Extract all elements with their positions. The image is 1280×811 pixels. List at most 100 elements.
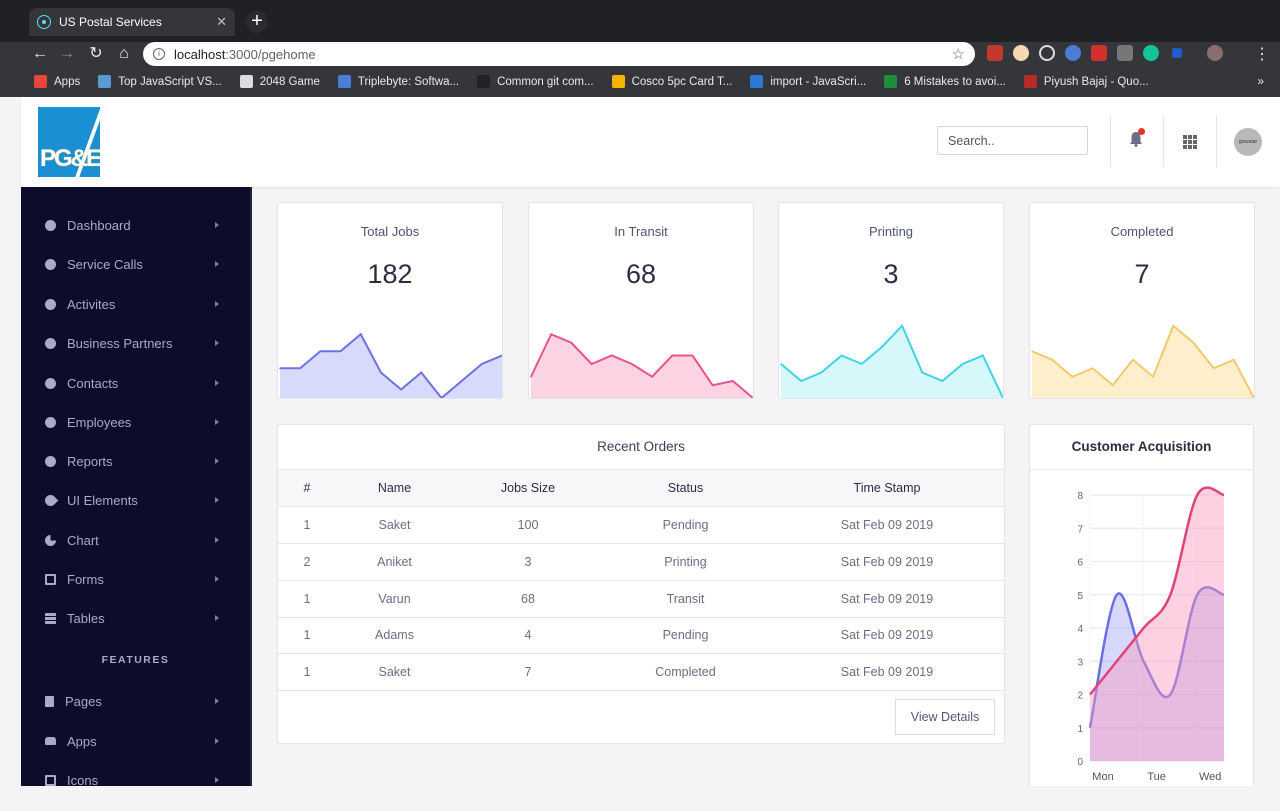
view-details-button[interactable]: View Details [895,699,995,735]
table-cell: Saket [378,665,411,679]
extension-icon[interactable] [1117,45,1133,61]
search-input[interactable] [937,126,1088,155]
stat-card-completed: Completed 7 [1029,202,1255,399]
notification-bell-icon[interactable] [1129,131,1143,147]
bookmark-label: 6 Mistakes to avoi... [904,75,1006,88]
sidebar-item-service-calls[interactable]: Service Calls [21,249,250,279]
sidebar-item-forms[interactable]: Forms [21,564,250,594]
sparkline-area [280,334,502,398]
close-tab-icon[interactable]: ✕ [216,14,227,29]
browser-menu-icon[interactable]: ⋮ [1254,46,1270,63]
extension-icon[interactable] [1172,48,1182,58]
bookmark-label: Common git com... [497,75,594,88]
stat-title: Total Jobs [360,224,420,239]
browser-tab[interactable]: US Postal Services ✕ [29,8,235,36]
bookmark-icon [884,75,898,88]
sparkline-line [530,332,753,398]
bookmark-item[interactable]: import - JavaScri... [750,75,866,88]
table-row[interactable]: 1 Adams 4 Pending Sat Feb 09 2019 [278,617,1004,654]
sidebar-item-activites[interactable]: Activites [21,289,250,319]
sparkline-chart [1031,324,1254,398]
column-header[interactable]: Jobs Size [500,481,556,495]
sidebar-item-apps[interactable]: Apps [21,726,250,756]
bookmark-item[interactable]: Top JavaScript VS... [98,75,222,88]
apps-grid-icon[interactable] [1183,135,1197,149]
table-cell: 7 [524,665,532,679]
sparkline-area [781,325,1003,398]
stat-card-printing: Printing 3 [778,202,1004,399]
column-header[interactable]: Status [667,481,704,495]
sparkline-chart [279,332,502,398]
sidebar-item-employees[interactable]: Employees [21,407,250,437]
sparkline-point [840,354,843,357]
extension-icon[interactable] [1039,45,1055,61]
bookmark-label: Piyush Bajaj - Quo... [1043,75,1149,88]
sidebar-item-business-partners[interactable]: Business Partners [21,328,250,358]
column-header[interactable]: Name [377,481,412,495]
sidebar-item-label: Business Partners [67,335,173,351]
sidebar-item-contacts[interactable]: Contacts [21,368,250,398]
extension-icon[interactable] [1013,45,1029,61]
stat-title: In Transit [614,224,668,239]
sidebar-item-icons[interactable]: Icons [21,765,250,786]
bookmark-item[interactable]: 2048 Game [239,75,320,88]
user-avatar[interactable]: gravatar [1234,128,1262,156]
bookmark-item[interactable]: 6 Mistakes to avoi... [884,75,1006,88]
column-header[interactable]: # [303,481,311,495]
sparkline-point [982,354,984,357]
extension-icon[interactable] [987,45,1003,61]
form-icon [45,573,56,585]
reload-icon[interactable]: ↻ [89,45,103,62]
x-tick-label: Mon [1092,771,1113,783]
table-row[interactable]: 1 Varun 68 Transit Sat Feb 09 2019 [278,581,1004,618]
sparkline-point [1091,367,1094,370]
sidebar-item-pages[interactable]: Pages [21,686,250,716]
caret-right-icon [215,222,219,228]
table-cell: Completed [655,665,716,679]
forward-arrow-icon[interactable]: → [59,45,75,62]
y-tick-label: 2 [1077,691,1083,702]
extension-icon[interactable] [1091,45,1107,61]
series-line [1089,486,1225,696]
table-cell: 1 [303,592,311,606]
sidebar-item-reports[interactable]: Reports [21,446,250,476]
y-tick-label: 0 [1077,757,1083,768]
bookmark-star-icon[interactable]: ☆ [951,46,965,63]
sidebar-item-chart[interactable]: Chart [21,525,250,555]
table-row[interactable]: 1 Saket 7 Completed Sat Feb 09 2019 [278,654,1004,691]
bookmark-item[interactable]: Apps [34,75,80,88]
table-cell: Adams [375,628,414,642]
info-icon[interactable]: i [153,48,165,60]
sidebar-item-label: Forms [67,571,104,587]
bookmarks-overflow-button[interactable]: » [1257,74,1264,88]
sidebar-item-tables[interactable]: Tables [21,603,250,633]
bookmark-item[interactable]: Common git com... [477,75,594,88]
sparkline-point [860,363,863,365]
caret-right-icon [215,698,219,704]
address-bar[interactable]: i localhost :3000/pgehome ☆ [143,42,975,66]
back-arrow-icon[interactable]: ← [32,45,48,62]
bookmark-item[interactable]: Triplebyte: Softwa... [337,75,459,88]
home-icon[interactable]: ⌂ [119,45,129,62]
bookmark-item[interactable]: Cosco 5pc Card T... [611,75,732,88]
sidebar-item-ui-elements[interactable]: UI Elements [21,485,250,515]
sparkline-point [610,354,613,357]
column-header[interactable]: Time Stamp [853,481,921,495]
sparkline-point [711,384,714,387]
pge-logo[interactable]: PG&E [38,107,100,177]
new-tab-button[interactable]: + [246,11,268,33]
profile-avatar[interactable] [1207,45,1223,61]
table-row[interactable]: 1 Saket 100 Pending Sat Feb 09 2019 [278,507,1004,544]
stat-value: 182 [367,259,413,289]
bookmark-item[interactable]: Piyush Bajaj - Quo... [1023,75,1149,88]
grammarly-icon[interactable] [1143,45,1159,61]
sparkline-point [590,363,593,365]
table-cell: Printing [664,555,707,569]
table-cell: 3 [524,555,532,569]
y-tick-label: 8 [1077,491,1083,502]
sidebar-item-dashboard[interactable]: Dashboard [21,210,250,240]
table-row[interactable]: 2 Aniket 3 Printing Sat Feb 09 2019 [278,544,1004,581]
extension-icon[interactable] [1065,45,1081,61]
sparkline-point [460,380,463,382]
sparkline-point [1192,341,1195,344]
